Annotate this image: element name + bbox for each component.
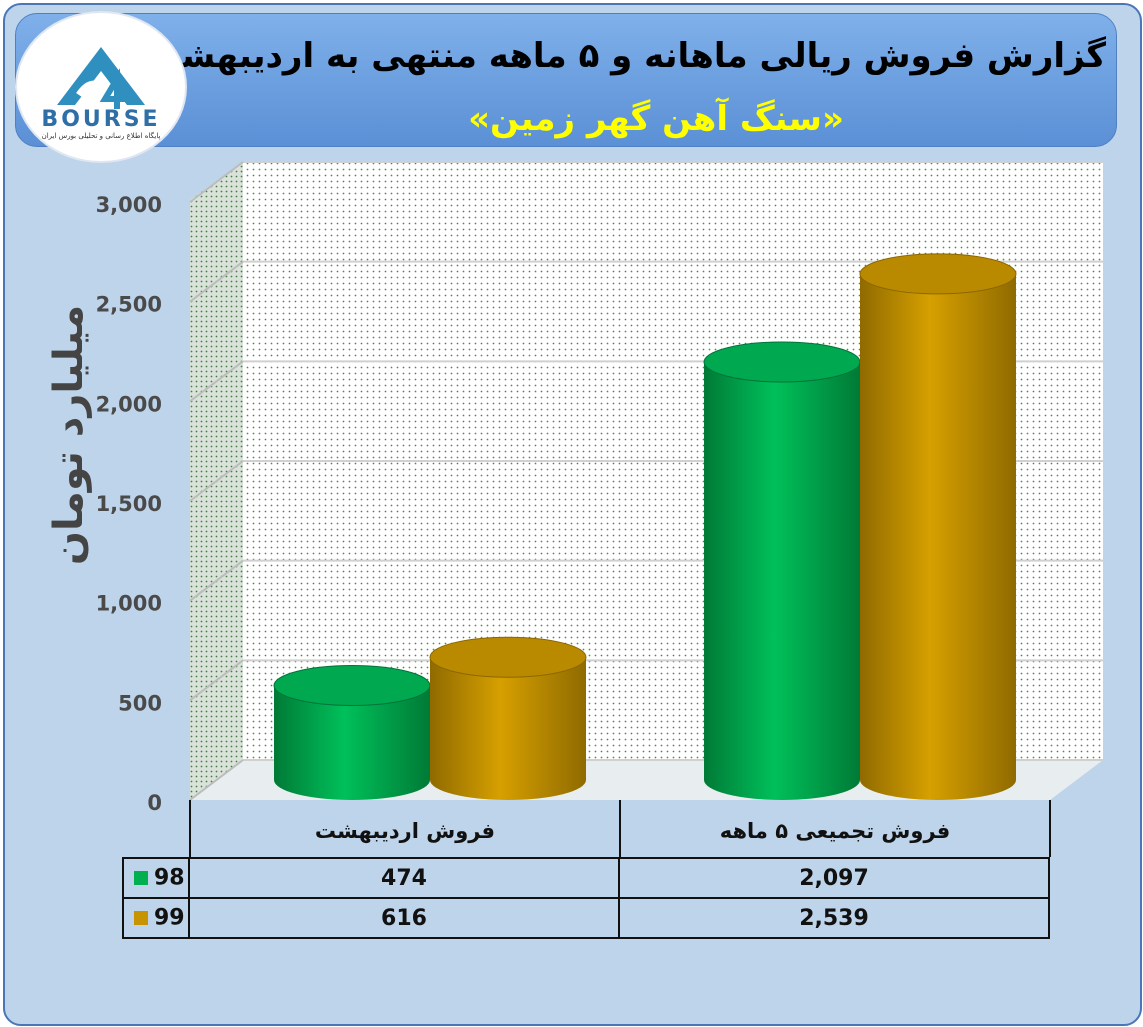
legend-label: 98	[154, 865, 185, 891]
legend-label: 99	[154, 905, 185, 931]
table-cell: 2,539	[618, 897, 1050, 939]
logo-brand: BOURSE	[41, 107, 160, 132]
bar-body	[860, 273, 1016, 780]
bar-top	[273, 665, 431, 707]
24-bourse-logo-icon: BOURSE پایگاه اطلاع رسانی و تحلیلی بورس …	[41, 47, 161, 140]
category-label: فروش اردیبهشت	[315, 819, 495, 843]
company-name: «سنگ آهن گهر زمین»	[468, 99, 844, 139]
bar-base	[860, 760, 1016, 800]
bar-body	[704, 361, 860, 780]
legend-cell: 99	[122, 897, 190, 939]
bar-top	[859, 253, 1017, 295]
gridline	[189, 559, 244, 602]
header-banner: گزارش فروش ریالی ماهانه و ۵ ماهه منتهی ب…	[15, 13, 1117, 147]
bar-top	[429, 636, 587, 678]
legend-swatch	[134, 871, 148, 886]
category-label: فروش تجمیعی ۵ ماهه	[720, 819, 951, 843]
y-tick-label: 2,500	[96, 293, 162, 317]
y-tick-label: 0	[147, 791, 162, 815]
bar-base	[704, 760, 860, 800]
gridline	[189, 260, 244, 303]
table-row: 99 616 2,539	[122, 897, 1050, 939]
table-cell: 2,097	[618, 857, 1050, 899]
gridline	[189, 759, 244, 801]
bar	[429, 636, 587, 800]
y-tick-label: 1,500	[96, 492, 162, 516]
legend-swatch	[134, 911, 148, 926]
bar-base	[430, 760, 586, 800]
logo-tagline: پایگاه اطلاع رسانی و تحلیلی بورس ایران	[42, 131, 161, 140]
y-tick-label: 2,000	[96, 392, 162, 416]
y-axis-ticks: 0 500 1,000 1,500 2,000 2,500 3,000	[96, 193, 162, 815]
gridline	[189, 460, 244, 502]
table-row: 98 474 2,097	[122, 857, 1050, 899]
gridline	[189, 360, 244, 403]
bar	[703, 341, 861, 800]
table-cell: 616	[188, 897, 620, 939]
y-axis-label: میلیارد تومان	[46, 305, 92, 565]
bourse-logo: BOURSE پایگاه اطلاع رسانی و تحلیلی بورس …	[17, 13, 185, 161]
data-table: 98 474 2,097 99 616 2,539	[122, 857, 1050, 939]
table-cell: 474	[188, 857, 620, 899]
bar	[273, 665, 431, 800]
gridline	[189, 161, 244, 203]
bar	[859, 253, 1017, 800]
bars	[273, 253, 1017, 800]
bar-base	[274, 760, 430, 800]
y-tick-label: 1,000	[96, 592, 162, 616]
y-tick-label: 3,000	[96, 193, 162, 217]
bar-top	[703, 341, 861, 383]
y-tick-label: 500	[118, 691, 162, 715]
gridline	[189, 659, 244, 702]
legend-cell: 98	[122, 857, 190, 899]
